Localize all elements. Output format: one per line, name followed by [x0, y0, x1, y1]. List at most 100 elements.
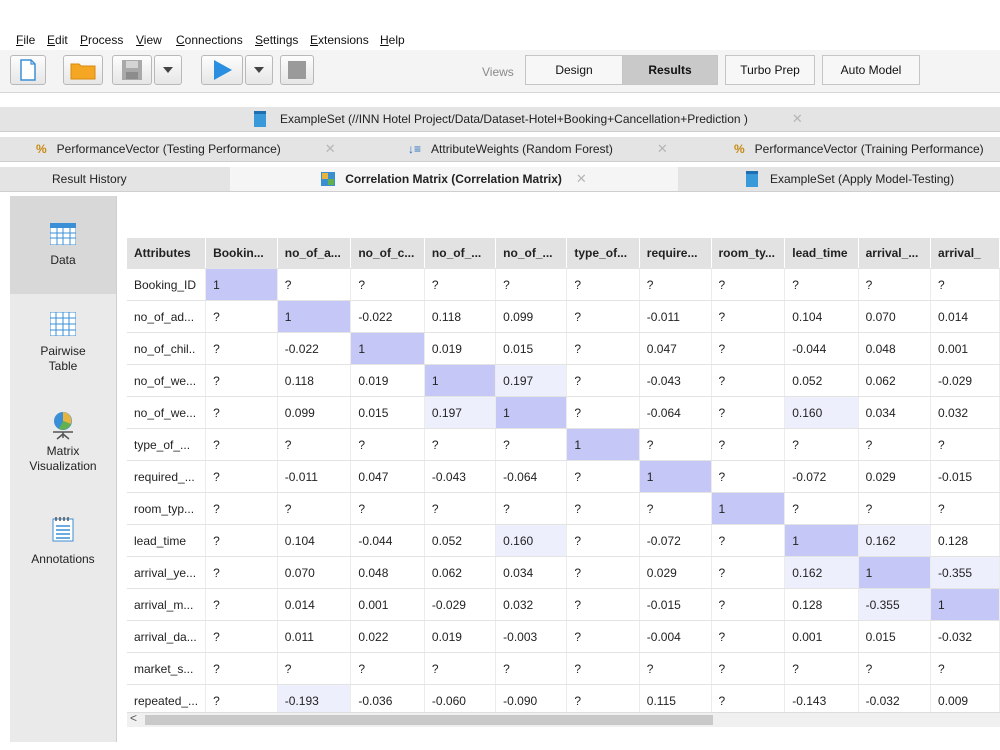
tab-performance-training[interactable]: % PerformanceVector (Training Performanc…: [734, 137, 984, 161]
correlation-cell: ?: [639, 428, 712, 461]
correlation-cell: -0.029: [424, 588, 497, 621]
correlation-cell: ?: [566, 588, 640, 621]
sidebar-item-annotations[interactable]: Annotations: [10, 516, 116, 566]
horizontal-scrollbar[interactable]: <: [127, 711, 1000, 727]
table-row: arrival_m...? 0.014 0.001 -0.029 0.032? -0.01…: [127, 588, 1000, 621]
pairwise-table-icon: [50, 312, 76, 336]
tab-label: ExampleSet (//INN Hotel Project/Data/Dat…: [280, 112, 748, 126]
menu-connections[interactable]: Connections: [176, 33, 243, 47]
correlation-cell: ?: [711, 588, 786, 621]
column-header[interactable]: no_of_...: [495, 238, 568, 269]
tab-result-history[interactable]: Result History: [52, 167, 127, 191]
save-button[interactable]: [112, 55, 152, 85]
menu-extensions[interactable]: Extensions: [310, 33, 369, 47]
correlation-cell: ?: [205, 524, 278, 557]
column-header[interactable]: arrival_: [930, 238, 1000, 269]
correlation-cell: ?: [350, 492, 425, 525]
column-header[interactable]: arrival_...: [858, 238, 932, 269]
column-header[interactable]: no_of_a...: [277, 238, 352, 269]
sidebar-item-pairwise-table[interactable]: Pairwise Table: [10, 312, 116, 374]
correlation-cell: ?: [205, 492, 278, 525]
tab-label: Correlation Matrix (Correlation Matrix): [345, 172, 562, 186]
correlation-cell: ?: [277, 652, 352, 685]
correlation-cell: 0.197: [424, 396, 497, 429]
correlation-cell: 0.062: [424, 556, 497, 589]
correlation-cell: -0.015: [639, 588, 712, 621]
column-header[interactable]: type_of...: [566, 238, 640, 269]
result-tabs-row-2: % PerformanceVector (Testing Performance…: [0, 137, 1000, 162]
correlation-cell: 0.029: [858, 460, 932, 493]
correlation-cell: -0.143: [784, 684, 859, 717]
view-auto-model-button[interactable]: Auto Model: [822, 55, 920, 85]
correlation-cell: -0.072: [639, 524, 712, 557]
save-dropdown-button[interactable]: [154, 55, 182, 85]
menu-settings[interactable]: Settings: [255, 33, 299, 47]
view-design-button[interactable]: Design: [525, 55, 623, 85]
menu-help[interactable]: Help: [380, 33, 405, 47]
correlation-cell: -0.032: [858, 684, 932, 717]
table-row: type_of_...????? 1?????: [127, 428, 1000, 461]
column-header[interactable]: room_ty...: [711, 238, 786, 269]
table-row: no_of_chil..? -0.022 1 0.019 0.015? 0.047? -0.…: [127, 332, 1000, 365]
correlation-cell: 0.162: [784, 556, 859, 589]
close-icon[interactable]: ✕: [575, 171, 587, 186]
table-header-row: Attributes Bookin... no_of_a... no_of_c... n…: [127, 238, 1000, 269]
correlation-matrix-table: Attributes Bookin... no_of_a... no_of_c... n…: [127, 238, 1000, 717]
correlation-cell: 0.015: [495, 332, 568, 365]
tab-performance-testing[interactable]: % PerformanceVector (Testing Performance…: [36, 137, 336, 161]
correlation-cell: -0.015: [930, 460, 1000, 493]
percent-icon: %: [36, 142, 47, 156]
correlation-cell: ?: [205, 332, 278, 365]
sidebar-item-matrix-visualization[interactable]: Matrix Visualization: [10, 410, 116, 474]
scrollbar-thumb[interactable]: [145, 715, 713, 725]
sidebar-item-data[interactable]: Data: [10, 196, 116, 294]
column-header[interactable]: require...: [639, 238, 712, 269]
correlation-cell: -0.011: [639, 300, 712, 333]
close-icon[interactable]: ✕: [791, 111, 803, 126]
correlation-cell: 0.052: [784, 364, 859, 397]
close-icon[interactable]: ✕: [324, 141, 336, 156]
column-header[interactable]: Bookin...: [205, 238, 278, 269]
tab-correlation-matrix[interactable]: Correlation Matrix (Correlation Matrix) …: [230, 167, 678, 191]
close-icon[interactable]: ✕: [656, 141, 668, 156]
correlation-cell: ?: [566, 268, 640, 301]
new-process-button[interactable]: [10, 55, 46, 85]
scroll-left-arrow-icon[interactable]: <: [130, 711, 138, 725]
correlation-cell: ?: [639, 268, 712, 301]
correlation-cell: 0.047: [639, 332, 712, 365]
column-header[interactable]: lead_time: [784, 238, 859, 269]
menu-edit[interactable]: Edit: [47, 33, 68, 47]
menu-process[interactable]: Process: [80, 33, 124, 47]
correlation-cell: 0.160: [784, 396, 859, 429]
correlation-cell: ?: [205, 588, 278, 621]
column-header[interactable]: no_of_c...: [350, 238, 425, 269]
correlation-cell: ?: [784, 428, 859, 461]
open-process-button[interactable]: [63, 55, 103, 85]
run-dropdown-button[interactable]: [245, 55, 273, 85]
correlation-cell: ?: [495, 268, 568, 301]
run-button[interactable]: [201, 55, 243, 85]
correlation-cell: ?: [277, 268, 352, 301]
row-attribute-name: no_of_we...: [127, 364, 207, 397]
view-turbo-prep-button[interactable]: Turbo Prep: [725, 55, 815, 85]
correlation-cell: ?: [566, 332, 640, 365]
column-header[interactable]: no_of_...: [424, 238, 497, 269]
stop-button[interactable]: [280, 55, 314, 85]
correlation-cell: 1: [784, 524, 859, 557]
result-tabs-row-3: Result History Correlation Matrix (Corre…: [0, 167, 1000, 192]
correlation-cell: ?: [495, 652, 568, 685]
tab-exampleset[interactable]: ExampleSet (//INN Hotel Project/Data/Dat…: [240, 107, 874, 131]
sidebar-item-label: Pairwise Table: [40, 344, 86, 373]
menu-view[interactable]: View: [136, 33, 162, 47]
view-results-button[interactable]: Results: [622, 55, 718, 85]
column-header[interactable]: Attributes: [127, 238, 207, 269]
tab-attribute-weights[interactable]: ↓≡ AttributeWeights (Random Forest) ✕: [408, 137, 668, 161]
tab-apply-model[interactable]: ExampleSet (Apply Model-Testing): [746, 167, 954, 191]
correlation-cell: -0.355: [858, 588, 932, 621]
correlation-cell: 0.001: [930, 332, 1000, 365]
menu-file[interactable]: File: [16, 33, 36, 47]
result-tabs-row-1: ExampleSet (//INN Hotel Project/Data/Dat…: [0, 107, 1000, 132]
correlation-matrix-view: Attributes Bookin... no_of_a... no_of_c... n…: [117, 196, 1000, 742]
correlation-cell: 1: [930, 588, 1000, 621]
table-row: required_...? -0.011 0.047 -0.043 -0.064? 1? -…: [127, 460, 1000, 493]
